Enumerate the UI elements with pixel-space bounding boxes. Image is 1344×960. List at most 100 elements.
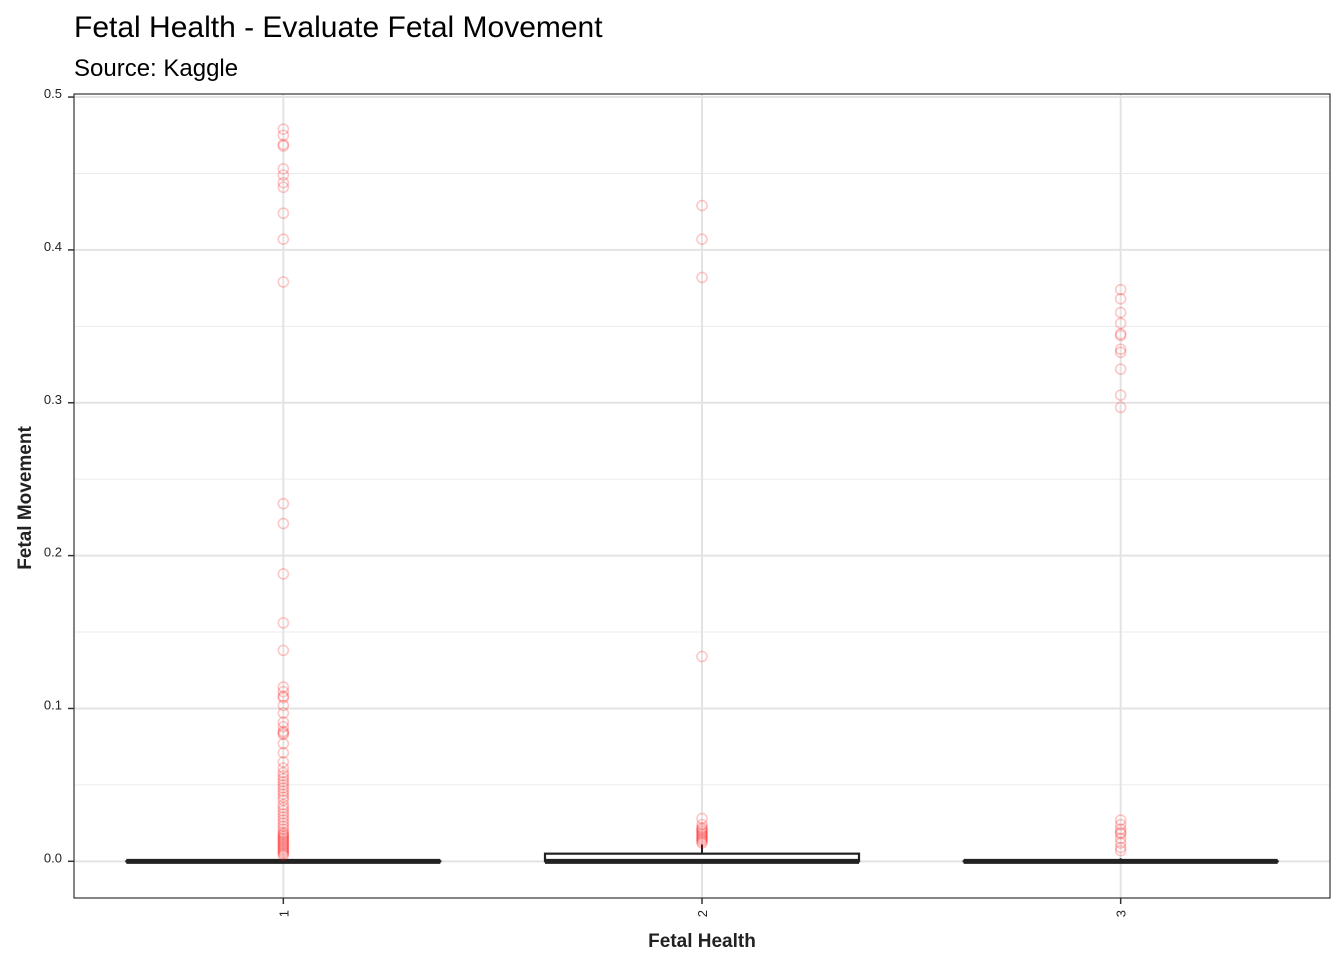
outlier-point [277,817,290,829]
outlier-point [277,849,290,862]
outlier-point [696,650,708,663]
outlier-point [277,725,290,738]
outlier-point [277,690,290,703]
outlier-point [696,826,708,839]
outlier-point [277,129,290,142]
outlier-point [277,685,290,698]
outlier-point [1114,317,1127,330]
y-tick-label: 0.0 [44,850,62,865]
outlier-point [1114,401,1127,414]
outlier-point [696,829,708,842]
outlier-point [277,814,290,826]
outlier-point [1114,844,1127,857]
outlier-point [277,681,290,693]
chart-title: Fetal Health - Evaluate Fetal Movement [74,11,603,44]
outlier-point [696,271,708,284]
outlier-point [277,782,290,794]
outlier-point [277,840,290,852]
outlier-point [277,746,290,759]
outlier-point [1114,826,1127,839]
outlier-point [1114,343,1127,356]
x-tick-label: 2 [695,910,710,917]
outlier-point [277,808,290,820]
outlier-point [1114,828,1127,840]
outlier-point [696,834,708,846]
outlier-point [277,140,290,152]
outlier-point [696,199,708,212]
outlier-point [277,837,290,849]
outlier-point [277,846,290,858]
outlier-point [277,276,290,288]
outlier-point [1114,818,1127,831]
outlier-point [277,699,290,712]
outlier-point [277,788,290,800]
outlier-point [277,835,290,848]
outlier-point [1114,814,1127,826]
outlier-point [277,829,290,842]
outlier-point [277,828,290,840]
outlier-point [1114,346,1127,359]
outlier-point [277,834,290,846]
outlier-point [277,847,290,860]
y-tick-label: 0.2 [44,545,62,560]
y-tick-label: 0.4 [44,239,62,254]
x-axis-title: Fetal Health [648,931,756,952]
outlier-point [696,812,708,825]
outlier-point [277,497,290,510]
outlier-point [277,791,290,803]
outlier-point [277,820,290,832]
outlier-point [696,233,708,246]
outlier-point [1114,306,1127,319]
outlier-point [1114,837,1127,849]
outlier-point [277,617,290,629]
outlier-point [696,821,708,834]
outlier-point [277,811,290,823]
plot-area: 0.0 0.1 0.2 0.3 0.4 0.5 1 2 3 [44,86,1331,917]
outlier-point [277,766,290,779]
outlier-point [277,823,290,836]
outlier-point [277,779,290,791]
outlier-point [277,785,290,797]
outlier-point [696,832,708,845]
outlier-point [277,756,290,768]
outlier-point [1114,363,1127,375]
outlier-point [1114,841,1127,854]
outlier-point [277,805,290,817]
outlier-point [277,644,290,657]
y-tick-label: 0.1 [44,697,62,712]
outlier-point [277,163,290,175]
outlier-point [277,841,290,854]
outlier-point [1114,832,1127,845]
outlier-point [277,123,290,135]
outlier-point [277,737,290,750]
x-tick-label: 3 [1114,910,1129,917]
outlier-point [277,794,290,806]
outlier-point [696,818,708,831]
outlier-point [277,721,290,733]
outlier-point [277,138,290,151]
outlier-point [277,207,290,220]
y-tick-label: 0.5 [44,86,62,101]
outlier-point [1114,329,1127,342]
outlier-point [277,772,290,785]
outlier-point [277,831,290,843]
outlier-point [1114,823,1127,836]
y-tick-label: 0.3 [44,392,62,407]
outlier-point [277,844,290,857]
outlier-point [277,727,290,739]
outlier-point [1114,283,1127,296]
outlier-point [696,824,708,837]
x-tick-label: 1 [276,910,291,917]
panel-border [73,93,1331,899]
outlier-point [277,838,290,851]
outlier-point [277,169,290,181]
outlier-point [1114,389,1127,401]
outlier-point [696,837,708,849]
outlier-point [696,831,708,843]
outlier-point [277,843,290,855]
y-axis-title: Fetal Movement [15,426,36,570]
outlier-point [1114,328,1127,340]
outlier-point [277,181,290,194]
outlier-point [277,826,290,839]
outlier-point [277,798,290,811]
